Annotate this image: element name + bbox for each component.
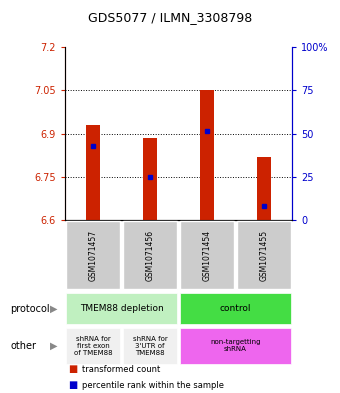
Text: control: control <box>220 304 251 313</box>
Text: shRNA for
first exon
of TMEM88: shRNA for first exon of TMEM88 <box>74 336 113 356</box>
Bar <box>180 222 234 289</box>
Bar <box>200 90 214 220</box>
Text: GSM1071454: GSM1071454 <box>203 230 211 281</box>
Bar <box>123 328 177 364</box>
Bar <box>180 328 291 364</box>
Text: TMEM88 depletion: TMEM88 depletion <box>80 304 164 313</box>
Text: other: other <box>10 341 36 351</box>
Text: percentile rank within the sample: percentile rank within the sample <box>82 381 224 389</box>
Text: shRNA for
3'UTR of
TMEM88: shRNA for 3'UTR of TMEM88 <box>133 336 167 356</box>
Bar <box>66 292 177 325</box>
Text: GDS5077 / ILMN_3308798: GDS5077 / ILMN_3308798 <box>88 11 252 24</box>
Text: GSM1071457: GSM1071457 <box>89 230 98 281</box>
Text: ▶: ▶ <box>50 341 58 351</box>
Text: GSM1071455: GSM1071455 <box>259 230 268 281</box>
Bar <box>257 157 271 220</box>
Text: ▶: ▶ <box>50 303 58 314</box>
Bar <box>123 222 177 289</box>
Text: protocol: protocol <box>10 303 50 314</box>
Text: GSM1071456: GSM1071456 <box>146 230 154 281</box>
Bar <box>180 292 291 325</box>
Text: transformed count: transformed count <box>82 365 160 374</box>
Bar <box>237 222 291 289</box>
Bar <box>66 328 120 364</box>
Bar <box>86 125 100 220</box>
Bar <box>143 138 157 220</box>
Text: non-targetting
shRNA: non-targetting shRNA <box>210 339 261 353</box>
Bar <box>66 222 120 289</box>
Text: ■: ■ <box>68 380 77 390</box>
Text: ■: ■ <box>68 364 77 375</box>
